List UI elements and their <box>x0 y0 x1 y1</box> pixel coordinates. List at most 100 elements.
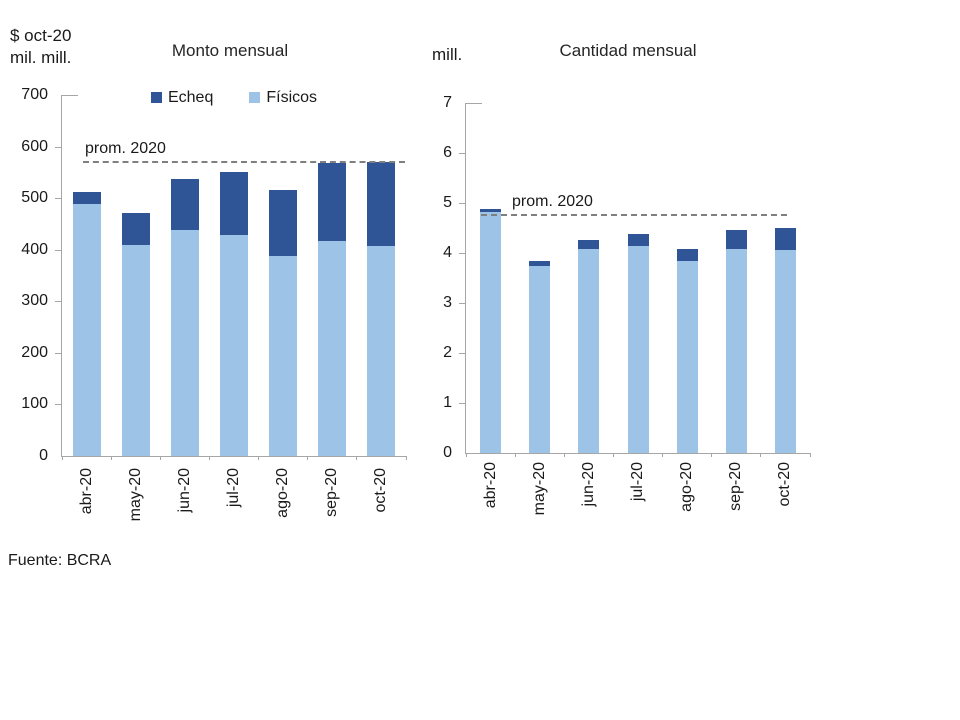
y-tick-label: 100 <box>21 395 48 413</box>
y-axis-unit-label: mill. <box>432 44 462 66</box>
x-tick <box>760 453 762 457</box>
x-category-label-sep-20: sep-20 <box>323 468 341 517</box>
bar-segment-fsicos-ago-20 <box>676 260 698 453</box>
x-tick <box>465 453 467 457</box>
x-tick <box>258 456 260 460</box>
y-tick-label: 200 <box>21 343 48 361</box>
y-tick-label: 7 <box>443 94 452 111</box>
y-axis-line <box>465 103 466 453</box>
bar-segment-fsicos-ago-20 <box>269 255 298 456</box>
bar-segment-fsicos-sep-20 <box>318 240 347 456</box>
legend-swatch-icon <box>249 92 261 103</box>
source-note: Fuente: BCRA <box>8 552 112 569</box>
bar-segment-fsicos-oct-20 <box>367 245 396 456</box>
bar-segment-fsicos-oct-20 <box>774 250 796 453</box>
average-reference-label: prom. 2020 <box>85 140 166 157</box>
bar-segment-fsicos-may-20 <box>529 266 551 453</box>
legend-label: Echeq <box>167 89 214 106</box>
bar-segment-fsicos-jun-20 <box>170 229 199 456</box>
y-tick-label: 1 <box>443 394 452 411</box>
x-tick <box>514 453 516 457</box>
bar-segment-echeq-jun-20 <box>578 240 600 249</box>
x-category-label-sep-20: sep-20 <box>727 462 745 511</box>
y-axis-line <box>61 95 62 456</box>
x-tick <box>662 453 664 457</box>
y-axis-unit-line-1: $ oct-20 <box>10 26 72 45</box>
y-tick-label: 0 <box>443 444 452 461</box>
bar-segment-fsicos-jul-20 <box>220 235 248 456</box>
x-category-label-jun-20: jun-20 <box>175 468 193 513</box>
x-axis-line <box>465 453 810 454</box>
x-category-label-may-20: may-20 <box>126 468 144 522</box>
x-category-label-jun-20: jun-20 <box>579 462 597 507</box>
bar-segment-fsicos-abr-20 <box>480 212 502 453</box>
y-tick-label: 6 <box>443 144 452 161</box>
chart-title: Monto mensual <box>171 41 289 60</box>
bar-segment-echeq-ago-20 <box>676 249 698 261</box>
bar-segment-echeq-oct-20 <box>367 162 396 246</box>
y-tick <box>459 353 465 354</box>
legend-label: Físicos <box>266 89 318 106</box>
y-tick <box>459 203 465 204</box>
x-category-label-abr-20: abr-20 <box>481 462 499 509</box>
y-axis-unit-line-2: mil. mill. <box>10 48 72 67</box>
x-category-label-oct-20: oct-20 <box>372 468 390 513</box>
x-tick <box>356 456 358 460</box>
bar-segment-echeq-may-20 <box>121 212 150 245</box>
y-tick-label: 3 <box>443 294 452 311</box>
x-category-label-ago-20: ago-20 <box>274 468 292 518</box>
y-axis-unit-label: $ oct-20 mil. mill. <box>10 25 71 69</box>
legend: Echeq Físicos <box>62 88 406 108</box>
x-tick <box>208 456 210 460</box>
x-category-label-may-20: may-20 <box>530 462 548 516</box>
y-tick-label: 0 <box>39 447 48 464</box>
y-tick-label: 300 <box>21 292 48 310</box>
x-tick <box>711 453 713 457</box>
x-tick <box>612 453 614 457</box>
x-tick <box>159 456 161 460</box>
x-category-label-oct-20: oct-20 <box>776 462 794 507</box>
bar-segment-echeq-jul-20 <box>220 172 248 236</box>
y-tick-label: 600 <box>21 137 48 155</box>
y-tick <box>459 153 465 154</box>
y-tick-label: 2 <box>443 344 452 361</box>
y-tick <box>55 249 61 251</box>
bar-segment-fsicos-sep-20 <box>725 248 747 453</box>
y-tick-label: 500 <box>21 189 48 207</box>
bar-segment-echeq-jun-20 <box>170 178 199 230</box>
x-tick <box>405 456 407 460</box>
legend-item-echeq: Echeq <box>150 88 214 108</box>
bar-segment-fsicos-abr-20 <box>72 204 101 456</box>
bar-segment-echeq-ago-20 <box>269 189 298 256</box>
x-axis-line <box>61 456 406 457</box>
x-category-label-ago-20: ago-20 <box>678 462 696 512</box>
y-axis-unit-line-1: mill. <box>432 45 463 64</box>
y-tick <box>55 198 61 200</box>
x-tick <box>307 456 309 460</box>
x-category-label-jul-20: jul-20 <box>629 462 646 502</box>
y-tick-label: 4 <box>443 244 452 261</box>
legend-item-fsicos: Físicos <box>249 88 317 108</box>
bar-segment-echeq-jul-20 <box>627 234 649 246</box>
bar-segment-echeq-abr-20 <box>480 209 502 212</box>
bar-segment-fsicos-jun-20 <box>578 249 600 453</box>
bar-segment-echeq-sep-20 <box>318 163 347 241</box>
x-category-label-abr-20: abr-20 <box>77 468 95 515</box>
y-tick <box>55 352 61 354</box>
average-reference-line <box>83 161 405 164</box>
y-tick <box>55 404 61 406</box>
bar-segment-echeq-abr-20 <box>72 192 101 205</box>
bar-segment-echeq-sep-20 <box>725 229 747 249</box>
legend-swatch-icon <box>150 92 162 103</box>
x-tick <box>563 453 565 457</box>
y-tick <box>459 253 465 254</box>
bar-segment-fsicos-jul-20 <box>627 246 649 453</box>
bar-segment-fsicos-may-20 <box>121 244 150 456</box>
bar-segment-echeq-oct-20 <box>774 228 796 250</box>
chart-title: Cantidad mensual <box>559 41 697 60</box>
y-tick-label: 700 <box>21 86 48 103</box>
y-tick <box>55 146 61 148</box>
